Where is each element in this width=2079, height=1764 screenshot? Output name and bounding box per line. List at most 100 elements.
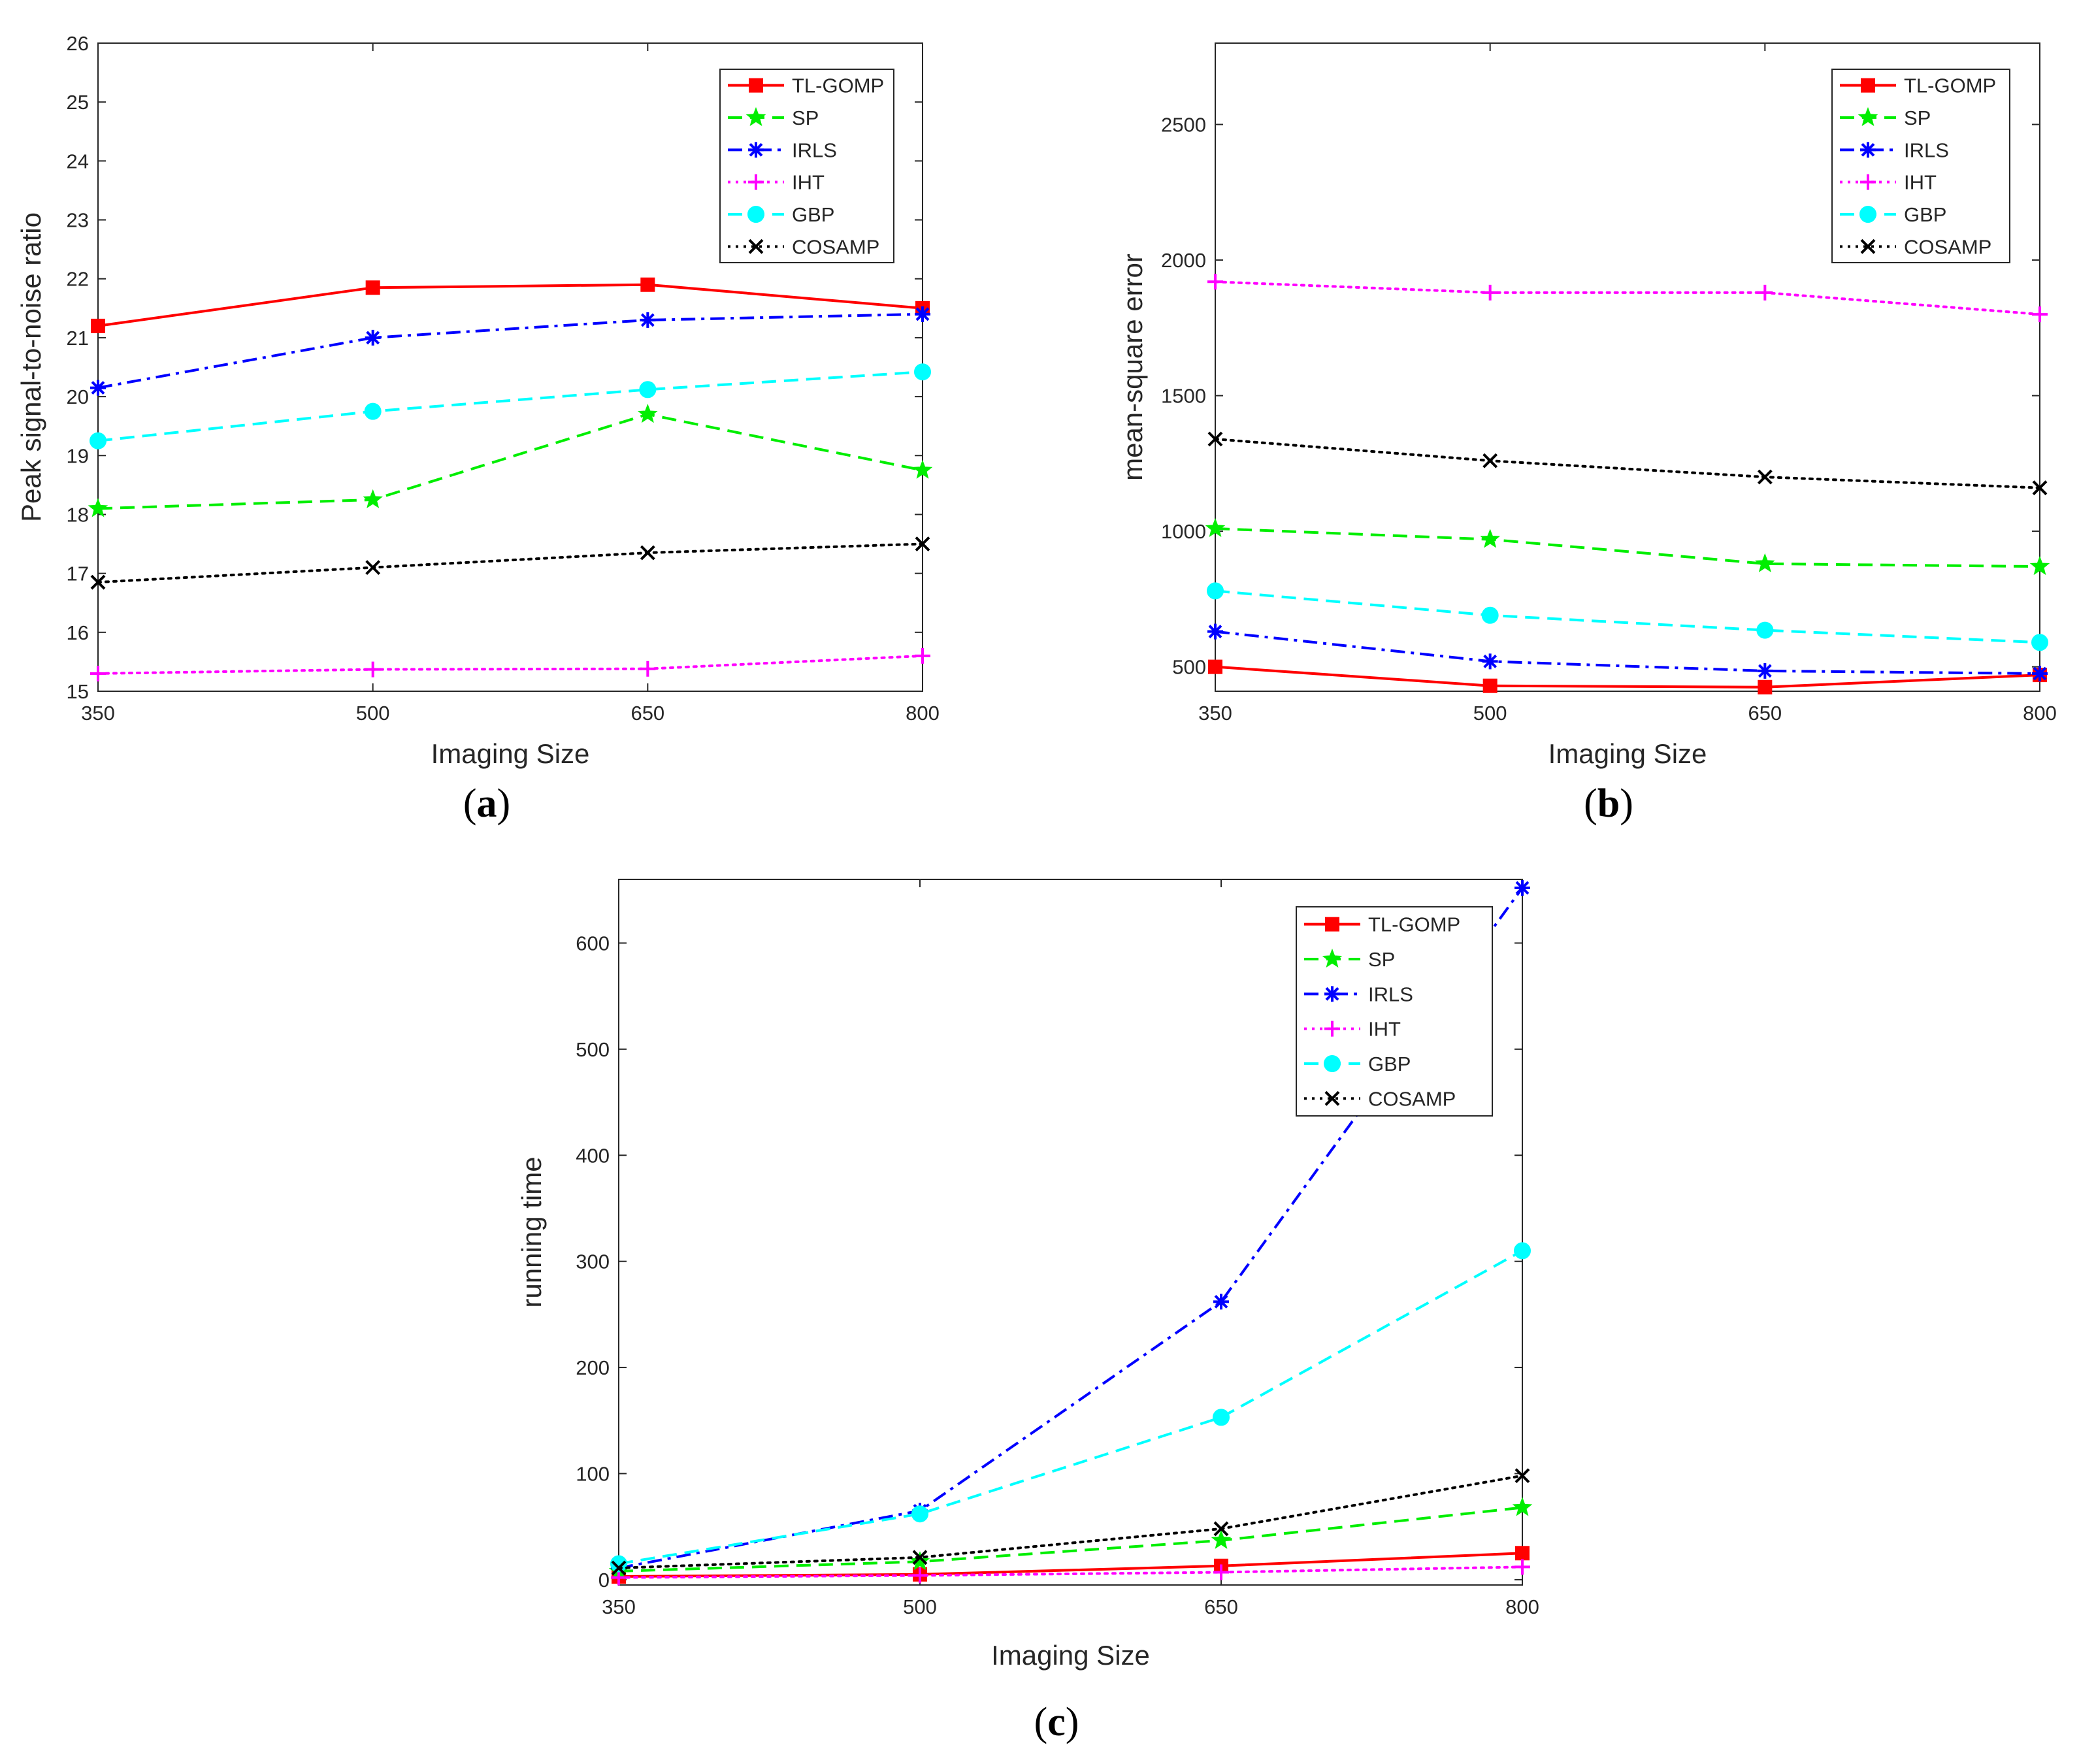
legend-marker-cosamp: [1860, 238, 1876, 254]
legend-label-sp: SP: [1904, 106, 1931, 129]
legend-label-sp: SP: [792, 106, 819, 129]
y-tick-label: 300: [576, 1250, 610, 1273]
x-tick-label: 350: [81, 702, 115, 725]
data-point-tl-gomp: [91, 318, 105, 333]
y-tick-label: 24: [67, 150, 89, 172]
series-iht: [611, 1559, 1530, 1586]
y-tick-label: 15: [67, 680, 89, 703]
data-point-iht: [1514, 1559, 1530, 1575]
legend-marker-sp: [1322, 948, 1343, 968]
data-point-sp: [1211, 1529, 1232, 1549]
x-tick-label: 500: [356, 702, 390, 725]
data-point-sp: [909, 1551, 930, 1571]
legend-marker-gbp: [747, 206, 764, 223]
legend-label-tl-gomp: TL-GOMP: [792, 74, 884, 97]
data-point-iht: [1207, 274, 1223, 290]
x-tick-label: 650: [630, 702, 664, 725]
data-point-irls: [1514, 879, 1530, 896]
y-tick-label: 16: [67, 621, 89, 644]
y-tick-label: 100: [576, 1462, 610, 1485]
legend-marker-sp: [1858, 106, 1878, 126]
legend-label-cosamp: COSAMP: [1904, 235, 1991, 258]
y-axis-label: mean-square error: [1117, 253, 1148, 481]
series-cosamp: [611, 1468, 1530, 1576]
data-point-iht: [365, 661, 381, 678]
legend-box: [719, 69, 894, 263]
y-axis-label: Peak signal-to-noise ratio: [16, 212, 46, 522]
data-point-iht: [1757, 284, 1773, 301]
y-tick-label: 21: [67, 327, 89, 350]
legend-marker-cosamp: [748, 238, 764, 254]
data-point-sp: [1480, 529, 1500, 548]
y-tick-label: 500: [1172, 656, 1206, 679]
panel-caption: (c): [1034, 1700, 1079, 1744]
legend-marker-tl-gomp: [749, 78, 763, 93]
x-tick-label: 500: [1473, 702, 1507, 725]
data-point-irls: [90, 380, 106, 396]
data-point-tl-gomp: [365, 280, 380, 295]
legend-label-tl-gomp: TL-GOMP: [1368, 913, 1460, 936]
legend-label-cosamp: COSAMP: [792, 235, 879, 258]
data-point-cosamp: [1514, 1468, 1530, 1484]
data-point-tl-gomp: [1208, 659, 1222, 674]
data-point-cosamp: [1213, 1521, 1229, 1537]
data-point-iht: [611, 1569, 627, 1586]
data-point-iht: [640, 661, 656, 677]
series-irls: [90, 306, 930, 396]
x-axis-label: Imaging Size: [1548, 738, 1707, 769]
x-axis-label: Imaging Size: [431, 738, 590, 769]
data-point-cosamp: [611, 1560, 627, 1576]
y-tick-label: 2000: [1161, 249, 1206, 272]
chart-panel-a: 15 16 17 18 19 20 21 22 23 24 25 26 350 500 650 800 Imag…: [16, 32, 940, 826]
series-tl-gomp: [91, 277, 930, 333]
data-point-irls: [365, 329, 381, 346]
y-tick-label: 200: [576, 1356, 610, 1379]
y-tick-label: 0: [598, 1569, 610, 1592]
data-point-cosamp: [912, 1550, 928, 1565]
chart-panel-c: 0 100 200 300 400 500 600 350 500 650 800 Imaging S…: [516, 879, 1539, 1744]
series-gbp: [1207, 582, 2048, 651]
legend-label-iht: IHT: [792, 171, 825, 194]
legend-marker-gbp: [1859, 206, 1876, 223]
series-sp: [1205, 517, 2050, 576]
y-tick-label: 1000: [1161, 520, 1206, 543]
legend-marker-tl-gomp: [1861, 78, 1875, 93]
series-line-sp: [618, 1506, 1523, 1573]
series-gbp: [610, 1242, 1531, 1573]
y-tick-label: 18: [67, 503, 89, 526]
legend-label-irls: IRLS: [792, 139, 837, 161]
legend-marker-gbp: [1324, 1055, 1341, 1072]
data-point-sp: [638, 404, 658, 423]
data-point-gbp: [610, 1555, 627, 1573]
panel-caption: (a): [463, 781, 510, 826]
data-point-sp: [1755, 553, 1775, 572]
data-point-cosamp: [365, 560, 381, 576]
legend-box: [1296, 906, 1493, 1117]
data-point-iht: [915, 647, 930, 664]
y-tick-label: 26: [67, 32, 89, 55]
legend-label-irls: IRLS: [1904, 139, 1949, 161]
data-point-gbp: [90, 432, 106, 449]
data-point-irls: [1207, 623, 1223, 640]
series-line-sp: [1215, 527, 2040, 568]
legend-marker-cosamp: [1324, 1090, 1340, 1106]
data-point-gbp: [639, 381, 657, 399]
series-cosamp: [90, 536, 930, 590]
x-tick-label: 350: [602, 1595, 636, 1618]
x-tick-label: 650: [1748, 702, 1782, 725]
data-point-irls: [1757, 662, 1773, 679]
chart-panel-b: 500 1000 1500 2000 2500 350 500 650 800 Imaging S…: [1117, 42, 2057, 826]
x-tick-label: 800: [2023, 702, 2057, 725]
y-axis-label: running time: [516, 1156, 547, 1307]
data-point-gbp: [914, 363, 931, 381]
data-point-irls: [1213, 1294, 1229, 1310]
series-line-iht: [617, 1565, 1524, 1579]
legend-marker-irls: [748, 142, 764, 158]
y-tick-label: 20: [67, 385, 89, 408]
y-tick-label: 17: [67, 563, 89, 585]
x-tick-label: 350: [1198, 702, 1232, 725]
y-tick-label: 1500: [1161, 385, 1206, 408]
data-point-sp: [88, 498, 108, 517]
data-point-sp: [1512, 1497, 1533, 1516]
data-point-irls: [915, 306, 930, 322]
